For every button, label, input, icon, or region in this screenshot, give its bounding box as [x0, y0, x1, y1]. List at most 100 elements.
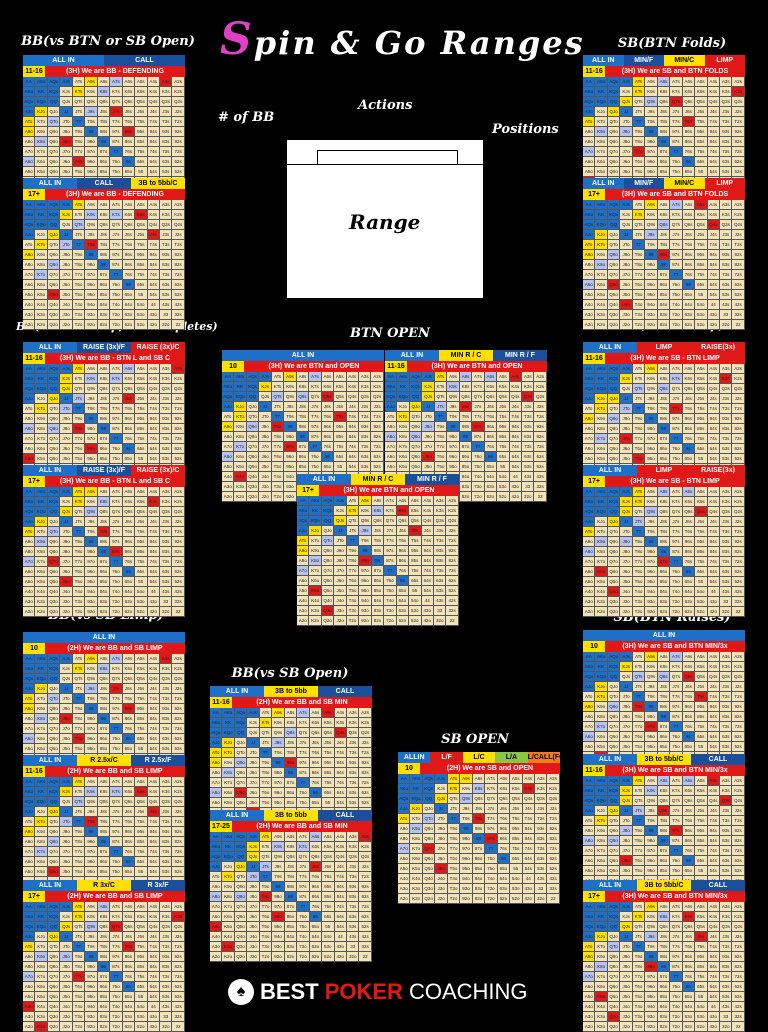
hand-cell: KQo — [595, 507, 608, 517]
hand-cell: 82o — [97, 320, 111, 330]
hand-cell: KJo — [35, 107, 48, 117]
hand-cell: K8s — [657, 786, 671, 796]
hand-cell: T8o — [72, 137, 86, 147]
hand-cell: JTo — [60, 817, 73, 827]
hand-cell: 62s — [359, 788, 372, 798]
hand-cell: 96s — [122, 537, 136, 547]
hand-cell: T4o — [259, 932, 273, 942]
hand-cell: Q4s — [147, 674, 160, 684]
hand-cell: A7s — [384, 496, 397, 506]
hand-cell: 99 — [359, 546, 372, 556]
hand-cell: AA — [23, 200, 36, 210]
legend-action: 3B to 5bb — [264, 810, 318, 821]
chart-legend: ALL IN 3B to 5bb CALL — [210, 686, 372, 697]
hand-cell: T9o — [259, 758, 273, 768]
hand-cell: J7s — [670, 230, 683, 240]
hand-cell: 42s — [732, 300, 745, 310]
hand-cell: 95s — [322, 882, 335, 892]
hand-cell: 85o — [284, 798, 298, 808]
hand-cell: JTo — [259, 412, 272, 422]
hand-cell: 92s — [534, 422, 547, 432]
hand-cell: J9s — [85, 107, 98, 117]
hand-cell: 65s — [497, 452, 510, 462]
hand-cell: 74o — [110, 587, 123, 597]
hand-cell: 66 — [122, 982, 136, 992]
hand-cell: 63s — [534, 854, 548, 864]
situation-label: (3H) We are BB - DEFENDING — [45, 66, 185, 77]
hand-cell: 84o — [657, 587, 671, 597]
hand-cell: 74s — [509, 442, 522, 452]
hand-cell: Q8s — [657, 922, 671, 932]
hand-cell: QJo — [607, 682, 621, 692]
hand-cell: J9o — [620, 414, 633, 424]
hand-cell: T5s — [322, 872, 335, 882]
hand-cell: ATs — [259, 708, 273, 718]
hand-cell: K9o — [309, 546, 322, 556]
hand-cell: Q7o — [607, 722, 621, 732]
legend-box-header — [287, 140, 483, 165]
hand-cell: J9s — [272, 738, 285, 748]
hand-cell: T2s — [172, 240, 185, 250]
hand-cell: KK — [35, 374, 48, 384]
hand-cell: T4s — [334, 872, 347, 882]
hand-cell: K7o — [595, 722, 608, 732]
hand-cell: J7o — [620, 557, 633, 567]
hand-cell: 94s — [707, 952, 720, 962]
hand-cell: 32s — [172, 1012, 185, 1022]
hand-cell: Q7s — [670, 220, 683, 230]
hand-cell: T6o — [447, 854, 461, 864]
hand-cell: AKs — [595, 652, 608, 662]
hand-cell: 55 — [322, 922, 335, 932]
hand-cell: ATs — [72, 487, 86, 497]
hand-cell: KJs — [247, 842, 260, 852]
hand-cell: 82s — [172, 837, 185, 847]
hand-cell: 97o — [460, 844, 473, 854]
hand-cell: JJ — [620, 806, 633, 816]
hand-cell: 87s — [297, 892, 310, 902]
hand-cell: Q8s — [657, 220, 671, 230]
hand-cell: A5s — [322, 832, 335, 842]
hand-cell: 92s — [172, 127, 185, 137]
hand-cell: 65s — [322, 788, 335, 798]
hand-cell: A2o — [583, 320, 596, 330]
hand-grid: AA AKs AQs AJs ATs A9s A8s A7s A6s A5s A4s A3s A2s AK… — [583, 487, 745, 617]
hand-cell: ATo — [583, 816, 596, 826]
hand-cell: 93o — [645, 1012, 658, 1022]
chart-header: 17+ (3H) We are SB - BTN LIMP — [583, 476, 745, 487]
hand-cell: 95s — [322, 758, 335, 768]
hand-cell: 85s — [322, 768, 335, 778]
hand-cell: 84s — [707, 712, 720, 722]
hand-cell: Q3s — [346, 852, 360, 862]
hand-cell: Q8o — [409, 432, 423, 442]
hand-cell: 53o — [135, 597, 148, 607]
hand-cell: KTo — [35, 527, 48, 537]
hand-cell: T9o — [632, 537, 646, 547]
hand-cell: Q7o — [47, 847, 61, 857]
hand-cell: 98s — [284, 882, 298, 892]
hand-cell: A5s — [409, 496, 422, 506]
hand-cell: 93s — [159, 704, 173, 714]
hand-cell: Q9o — [321, 546, 335, 556]
hand-cell: K8s — [97, 87, 111, 97]
hand-cell: T7o — [632, 972, 646, 982]
hand-cell: Q4s — [147, 97, 160, 107]
hand-cell: KQs — [607, 662, 621, 672]
hand-cell: K8s — [657, 662, 671, 672]
hand-cell: J5s — [695, 394, 708, 404]
hand-cell: 63o — [682, 1012, 696, 1022]
hand-cell: AKs — [222, 832, 235, 842]
hand-cell: A7s — [110, 77, 123, 87]
hand-cell: 65s — [135, 567, 148, 577]
hand-cell: 52o — [497, 492, 510, 502]
hand-cell: 64s — [147, 280, 160, 290]
hand-cell: KQo — [222, 852, 235, 862]
hand-cell: Q8s — [97, 384, 111, 394]
hand-cell: 43o — [147, 597, 160, 607]
hand-cell: J5o — [620, 577, 633, 587]
hand-cell: 75o — [110, 454, 123, 464]
hand-cell: A6s — [396, 496, 410, 506]
hand-cell: A8o — [23, 547, 36, 557]
hand-cell: Q4o — [47, 300, 61, 310]
hand-cell: 65o — [122, 167, 136, 177]
hand-cell: 74o — [472, 472, 485, 482]
